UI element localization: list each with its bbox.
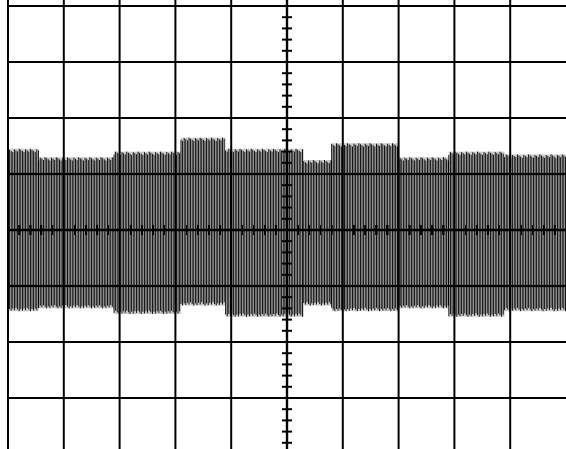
trace-burst-segment [398,157,449,309]
trace-burst-segment [303,160,332,306]
graticule-center-ticks [8,0,566,449]
trace-burst-segment [38,157,115,309]
trace-burst-segment [504,154,566,312]
trace-burst-segment [113,151,181,314]
trace-burst-segment [180,137,226,306]
